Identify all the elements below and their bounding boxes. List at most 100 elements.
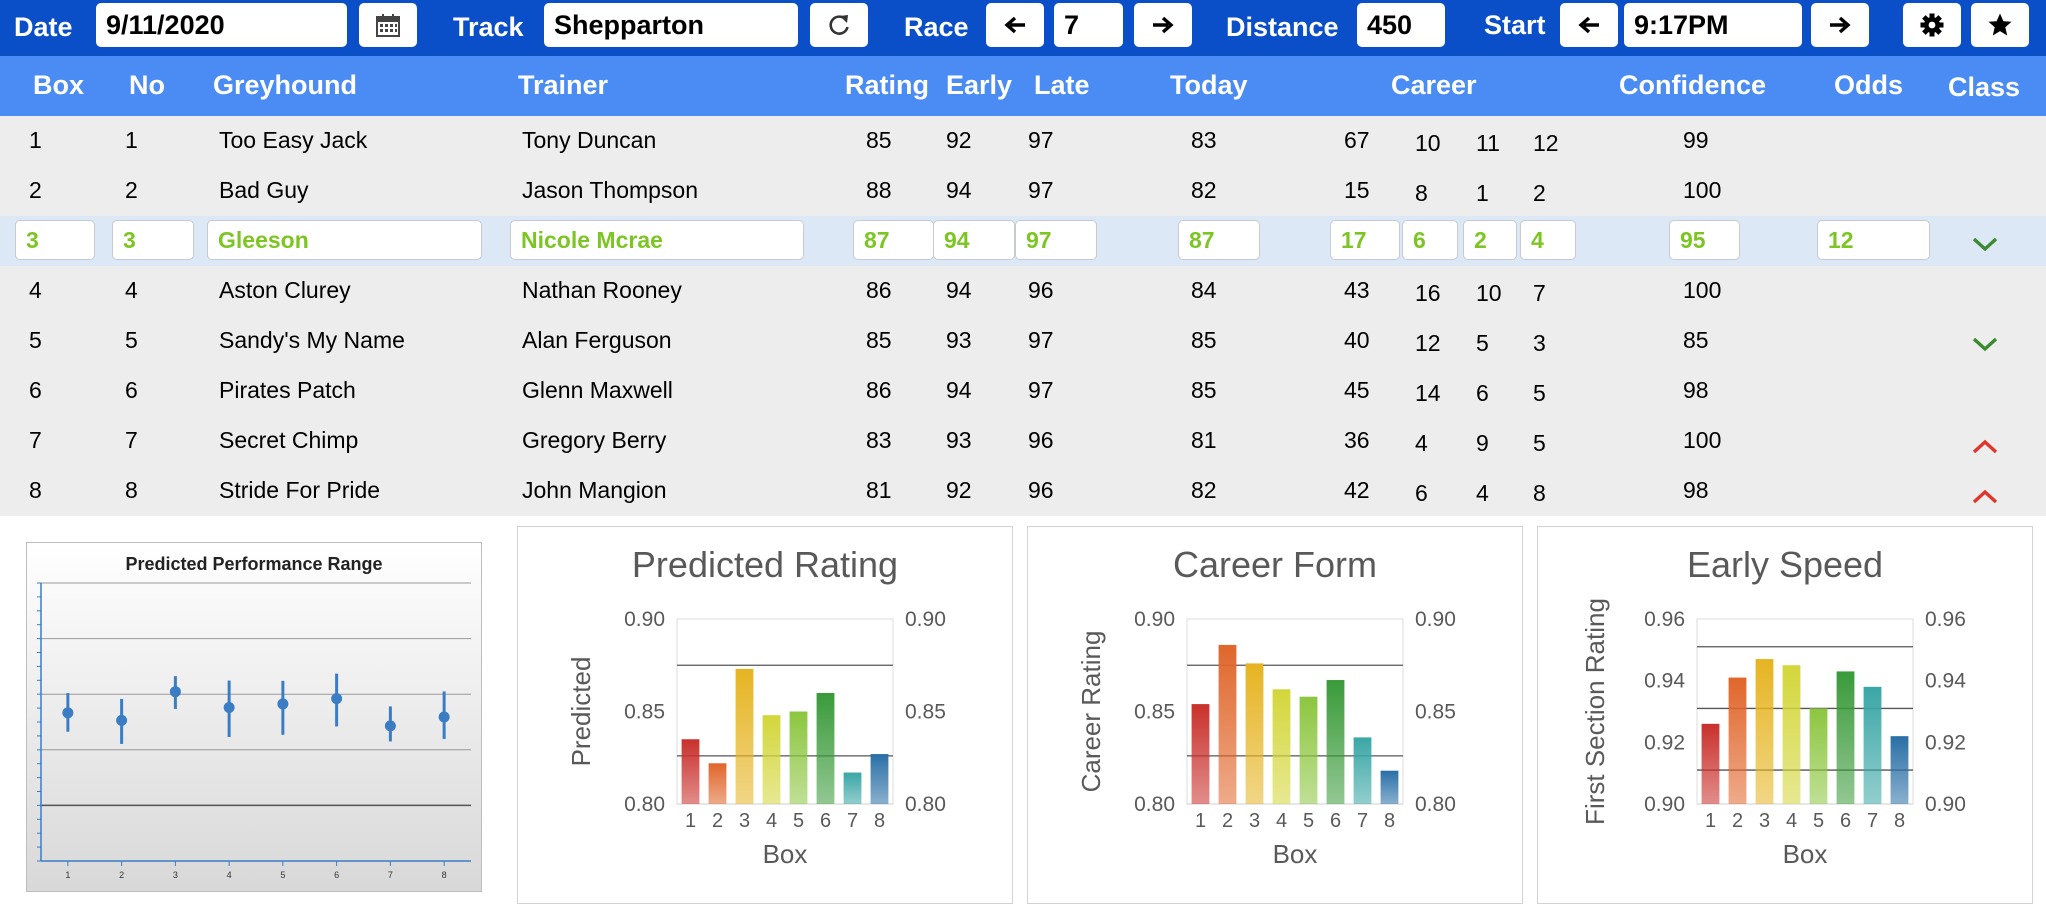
- col-late[interactable]: Late: [1034, 70, 1090, 100]
- cell-today: 85: [1191, 377, 1217, 403]
- refresh-button[interactable]: [810, 3, 868, 47]
- y-tick-label: 0.90: [1644, 793, 1685, 816]
- edit-late[interactable]: 97: [1015, 220, 1097, 260]
- bar: [1701, 723, 1720, 804]
- edit-rating[interactable]: 87: [853, 220, 934, 260]
- edit-career-starts[interactable]: 17: [1330, 220, 1400, 260]
- settings-button[interactable]: [1903, 3, 1961, 47]
- cell-today: 81: [1191, 427, 1217, 453]
- cell-trainer: Alan Ferguson: [522, 327, 672, 353]
- table-row[interactable]: 5 5 Sandy's My Name Alan Ferguson 85 93 …: [0, 316, 2046, 366]
- favorite-button[interactable]: [1971, 3, 2029, 47]
- table-row[interactable]: 2 2 Bad Guy Jason Thompson 88 94 97 82 1…: [0, 166, 2046, 216]
- bar: [1218, 644, 1237, 804]
- cell-career-seconds: 10: [1476, 280, 1502, 306]
- y-axis-label: Career Rating: [1076, 631, 1106, 793]
- table-row[interactable]: 8 8 Stride For Pride John Mangion 81 92 …: [0, 466, 2046, 516]
- y-tick-label: 0.85: [1134, 701, 1175, 724]
- cell-rating: 83: [866, 427, 892, 453]
- edit-confidence[interactable]: 95: [1669, 220, 1740, 260]
- col-early[interactable]: Early: [946, 70, 1013, 100]
- x-tick-label: 2: [119, 870, 124, 880]
- gear-icon: [1920, 13, 1944, 37]
- bar: [708, 763, 727, 804]
- col-trainer[interactable]: Trainer: [518, 70, 609, 100]
- race-prev-button[interactable]: [986, 3, 1044, 47]
- distance-input[interactable]: 450: [1357, 3, 1445, 47]
- x-axis-label: Box: [1783, 839, 1828, 869]
- edit-career-thirds[interactable]: 4: [1520, 220, 1576, 260]
- calendar-button[interactable]: [359, 3, 417, 47]
- edit-career-wins[interactable]: 6: [1402, 220, 1458, 260]
- edit-trainer[interactable]: Nicole Mcrae: [510, 220, 804, 260]
- x-tick-label: 3: [739, 810, 750, 832]
- cell-today: 85: [1191, 327, 1217, 353]
- cell-career-seconds: 6: [1476, 380, 1489, 406]
- race-next-button[interactable]: [1134, 3, 1192, 47]
- x-tick-label: 6: [1840, 810, 1851, 832]
- cell-career-thirds: 8: [1533, 480, 1546, 506]
- y2-tick-label: 0.92: [1925, 731, 1966, 754]
- table-row[interactable]: 4 4 Aston Clurey Nathan Rooney 86 94 96 …: [0, 266, 2046, 316]
- col-class[interactable]: Class: [1948, 72, 2021, 102]
- cell-confidence: 85: [1683, 327, 1709, 353]
- edit-no[interactable]: 3: [112, 220, 194, 260]
- race-input[interactable]: 7: [1054, 3, 1123, 47]
- x-tick-label: 8: [874, 810, 885, 832]
- star-icon: [1988, 13, 2012, 36]
- cell-today: 84: [1191, 277, 1217, 303]
- cell-trainer: Gregory Berry: [522, 427, 667, 453]
- data-point: [169, 686, 181, 698]
- cell-career-seconds: 1: [1476, 180, 1489, 206]
- y-tick-label: 0.80: [624, 793, 665, 816]
- x-tick-label: 3: [1249, 810, 1260, 832]
- edit-early[interactable]: 94: [933, 220, 1015, 260]
- cell-career-wins: 4: [1415, 430, 1428, 456]
- cell-today: 82: [1191, 477, 1217, 503]
- cell-greyhound: Stride For Pride: [219, 477, 381, 503]
- cell-greyhound: Secret Chimp: [219, 427, 359, 453]
- col-today[interactable]: Today: [1170, 70, 1248, 100]
- table-row[interactable]: 7 7 Secret Chimp Gregory Berry 83 93 96 …: [0, 416, 2046, 466]
- col-no[interactable]: No: [129, 70, 165, 100]
- track-input[interactable]: Shepparton: [544, 3, 798, 47]
- col-career[interactable]: Career: [1391, 70, 1477, 100]
- cell-box: 5: [29, 327, 42, 353]
- edit-odds[interactable]: 12: [1817, 220, 1930, 260]
- x-tick-label: 7: [1357, 810, 1368, 832]
- start-input[interactable]: 9:17PM: [1624, 3, 1802, 47]
- x-tick-label: 1: [685, 810, 696, 832]
- table-row[interactable]: 1 1 Too Easy Jack Tony Duncan 85 92 97 8…: [0, 116, 2046, 166]
- table-row[interactable]: 6 6 Pirates Patch Glenn Maxwell 86 94 97…: [0, 366, 2046, 416]
- col-box[interactable]: Box: [33, 70, 85, 100]
- edit-career-seconds[interactable]: 2: [1463, 220, 1517, 260]
- x-tick-label: 4: [1276, 810, 1287, 832]
- x-tick-label: 4: [1786, 810, 1797, 832]
- cell-early: 94: [946, 277, 972, 303]
- col-greyhound[interactable]: Greyhound: [213, 70, 358, 100]
- start-next-button[interactable]: [1811, 3, 1869, 47]
- date-input[interactable]: 9/11/2020: [96, 3, 347, 47]
- cell-career-wins: 8: [1415, 180, 1428, 206]
- edit-box[interactable]: 3: [15, 220, 95, 260]
- cell-career-wins: 12: [1415, 330, 1441, 356]
- table-row-selected[interactable]: 3 3 Gleeson Nicole Mcrae 87 94 97 87 17 …: [0, 216, 2046, 266]
- x-tick-label: 2: [712, 810, 723, 832]
- cell-today: 82: [1191, 177, 1217, 203]
- edit-today[interactable]: 87: [1178, 220, 1260, 260]
- data-point: [223, 702, 235, 714]
- x-tick-label: 3: [173, 870, 178, 880]
- col-odds[interactable]: Odds: [1834, 70, 1904, 100]
- cell-career-thirds: 5: [1533, 430, 1546, 456]
- col-rating[interactable]: Rating: [845, 70, 929, 100]
- col-confidence[interactable]: Confidence: [1619, 70, 1767, 100]
- x-tick-label: 7: [1867, 810, 1878, 832]
- table-header: Box No Greyhound Trainer Rating Early La…: [0, 56, 2046, 116]
- career-form-plot: 1 2 3 4 5 6 7 8 0.80 0.80 0.85 0.85 0.90 0.90 Box Caree…: [1076, 608, 1456, 869]
- cell-career-seconds: 4: [1476, 480, 1489, 506]
- x-tick-label: 1: [1195, 810, 1206, 832]
- start-prev-button[interactable]: [1560, 3, 1618, 47]
- edit-greyhound[interactable]: Gleeson: [207, 220, 482, 260]
- predicted-rating-plot: 1 2 3 4 5 6 7 8 0.80 0.80 0.85 0.85 0.90 0.90 Box Predi…: [566, 608, 946, 869]
- cell-trainer: Nathan Rooney: [522, 277, 682, 303]
